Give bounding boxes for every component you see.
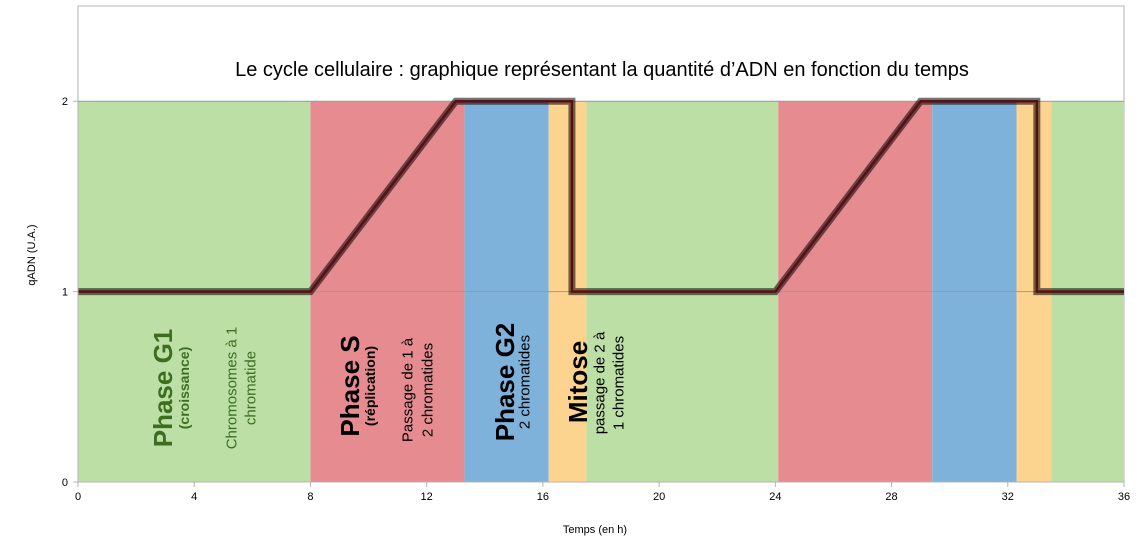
annotation-m-desc-2: 1 chromatides bbox=[611, 336, 628, 430]
chart-title: Le cycle cellulaire : graphique représen… bbox=[235, 59, 969, 81]
x-tick-label-0: 0 bbox=[75, 491, 81, 503]
x-tick-label-8: 32 bbox=[1002, 491, 1014, 503]
y-tick-label-1: 1 bbox=[62, 287, 68, 299]
series-layer bbox=[78, 97, 1124, 296]
annotation-s-sub: (réplication) bbox=[362, 346, 378, 426]
x-tick-label-6: 24 bbox=[769, 491, 781, 503]
x-tick-label-9: 36 bbox=[1118, 491, 1130, 503]
annotation-g2-title: Phase G2 bbox=[490, 323, 520, 442]
annotation-s-desc-1: Passage de 1 à bbox=[400, 337, 417, 442]
annotation-m-desc-1: passage de 2 à bbox=[592, 331, 609, 434]
x-tick-label-1: 4 bbox=[191, 491, 197, 503]
y-tick-label-0: 0 bbox=[62, 477, 68, 489]
annotation-g1-desc-2: chromatide bbox=[243, 351, 260, 425]
y-tick-label-2: 2 bbox=[62, 96, 68, 108]
x-axis-label: Temps (en h) bbox=[563, 524, 627, 536]
annotation-g1-desc-1: Chromosomes à 1 bbox=[224, 327, 241, 450]
annotation-g2-desc: 2 chromatides bbox=[517, 335, 534, 429]
y-axis-label: qADN (U.A.) bbox=[26, 224, 38, 285]
annotation-s-desc-2: 2 chromatides bbox=[420, 343, 437, 437]
annotation-g1-title: Phase G1 bbox=[148, 329, 178, 448]
x-tick-label-5: 20 bbox=[653, 491, 665, 503]
x-tick-label-4: 16 bbox=[537, 491, 549, 503]
series-line-0 bbox=[78, 99, 1124, 293]
annotation-m-title: Mitose bbox=[563, 341, 593, 423]
x-tick-label-2: 8 bbox=[307, 491, 313, 503]
annotation-s-title: Phase S bbox=[335, 335, 365, 436]
annotation-g1-sub: (croissance) bbox=[176, 347, 192, 429]
x-tick-label-7: 28 bbox=[885, 491, 897, 503]
x-tick-label-3: 12 bbox=[421, 491, 433, 503]
phase-labels: Phase G1(croissance) Chromosomes à 1 chrom… bbox=[148, 323, 628, 450]
